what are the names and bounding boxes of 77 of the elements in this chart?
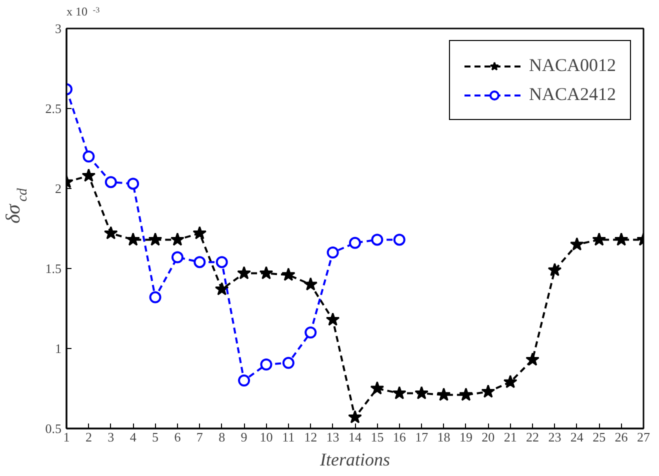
y-tick-label: 2 [55, 181, 62, 196]
x-tick-label: 22 [526, 430, 540, 444]
x-axis-title: Iterations [319, 450, 390, 470]
text: x 10-3 [66, 4, 100, 18]
point [171, 251, 184, 264]
point [82, 150, 95, 162]
x-tick-label: 18 [437, 430, 450, 444]
point [503, 374, 518, 388]
x-tick-label: 14 [348, 430, 362, 444]
point [304, 326, 317, 338]
x-tick-label: 2 [85, 430, 92, 444]
point [214, 282, 229, 296]
point [459, 388, 473, 401]
point [260, 358, 272, 370]
x-tick-label: 24 [570, 430, 584, 444]
y-tick-label: 1.5 [45, 261, 62, 276]
x-tick-label: 9 [240, 430, 248, 444]
point [526, 352, 540, 366]
x-tick-label: 23 [548, 430, 562, 444]
x-tick-label: 12 [304, 430, 318, 444]
point [127, 178, 140, 190]
y-axis-title: δσcd [2, 187, 30, 224]
legend-label: NACA0012 [528, 55, 616, 76]
point [237, 266, 251, 280]
point [392, 386, 406, 400]
point [82, 168, 96, 182]
x-tick-label: 25 [592, 430, 606, 444]
x-tick-label: 20 [482, 430, 495, 444]
x-tick-label: 5 [152, 430, 159, 444]
point [349, 236, 361, 249]
point [281, 268, 296, 281]
point [126, 232, 140, 246]
x-tick-label: 19 [459, 430, 472, 444]
point [614, 232, 628, 246]
point [414, 386, 429, 400]
x-tick-label: 8 [218, 430, 226, 444]
x-tick-label: 21 [504, 430, 517, 444]
x-tick-label: 17 [415, 430, 429, 444]
point [304, 277, 318, 291]
y-tick-label: 1 [55, 341, 62, 356]
point [170, 232, 184, 246]
point [148, 232, 162, 246]
x-tick-label: 26 [614, 430, 628, 444]
point [570, 237, 584, 251]
x-tick-label: 27 [637, 430, 650, 444]
point [481, 384, 496, 398]
x-tick-label: 16 [392, 430, 406, 444]
point [436, 388, 451, 401]
point [259, 266, 274, 280]
point [393, 234, 406, 246]
point [370, 381, 384, 395]
x-tick-label: 4 [130, 430, 137, 444]
point [104, 176, 117, 188]
point [592, 232, 606, 246]
x-tick-label: 15 [370, 430, 384, 444]
x-tick-label: 6 [174, 430, 182, 444]
y-tick-label: 3 [55, 21, 62, 36]
point [149, 291, 162, 304]
y-tick-label: 2.5 [45, 101, 62, 116]
x-tick-label: 11 [282, 430, 295, 444]
point [104, 226, 118, 240]
point [216, 256, 228, 268]
x-tick-label: 10 [260, 430, 273, 444]
x-tick-label: 7 [196, 430, 204, 444]
point [326, 246, 339, 258]
point [282, 356, 294, 369]
point [348, 410, 362, 424]
point [548, 262, 562, 276]
point [194, 256, 206, 268]
point [192, 226, 207, 240]
legend-label: NACA2412 [528, 84, 616, 105]
y-tick-label: 0.5 [45, 421, 62, 436]
point [326, 312, 340, 326]
x-tick-label: 3 [108, 430, 114, 444]
point [371, 234, 384, 246]
x-tick-label: 13 [326, 430, 340, 444]
point [238, 374, 250, 386]
